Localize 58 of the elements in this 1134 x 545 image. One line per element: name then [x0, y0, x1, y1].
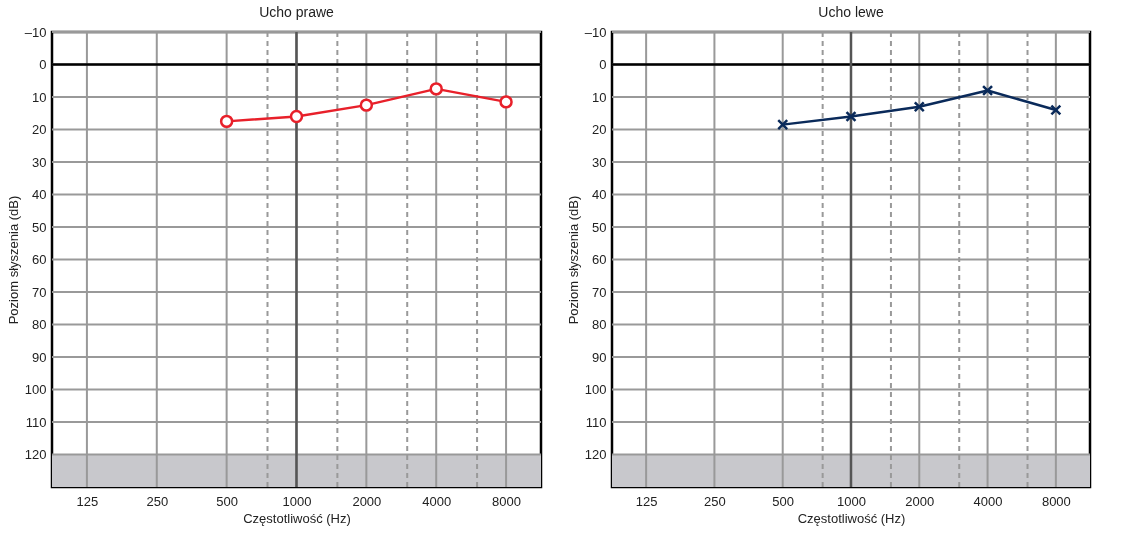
y-tick-label: 40 — [592, 187, 607, 202]
x-tick-label: 125 — [76, 493, 99, 509]
y-tick-label: 80 — [32, 317, 47, 332]
y-tick-label: 100 — [584, 382, 607, 397]
x-tick-label: 125 — [635, 493, 658, 509]
chart-title: Ucho lewe — [818, 4, 884, 20]
point — [913, 101, 925, 113]
y-tick-label: 30 — [32, 154, 47, 170]
y-tick-label: 110 — [585, 414, 607, 430]
x-tick-label: 2000 — [905, 493, 935, 509]
x-tick-label: 4000 — [422, 493, 452, 509]
y-tick-label: 90 — [32, 349, 47, 365]
y-axis-title: Poziom słyszenia (dB) — [5, 195, 21, 325]
x-axis-title: Częstotliwość (Hz) — [797, 510, 906, 526]
x-tick-label: 8000 — [1041, 493, 1071, 509]
point — [845, 110, 857, 123]
x-tick-label: 8000 — [492, 493, 522, 509]
point — [359, 98, 374, 112]
y-tick-label: –10 — [584, 24, 607, 40]
point — [1050, 104, 1062, 116]
x-axis-title: Częstotliwość (Hz) — [243, 510, 351, 526]
chart-title: Ucho prawe — [259, 4, 335, 20]
y-tick-label: –10 — [24, 24, 47, 40]
point — [499, 95, 513, 109]
y-tick-label: 20 — [32, 122, 47, 137]
x-tick-label: 1000 — [282, 493, 312, 509]
point — [981, 84, 994, 97]
y-tick-label: 120 — [24, 447, 47, 462]
point — [429, 82, 443, 96]
x-tick-label: 4000 — [973, 493, 1003, 509]
y-tick-label: 40 — [32, 187, 47, 202]
y-tick-label: 50 — [592, 219, 607, 235]
point — [289, 109, 304, 124]
point — [776, 118, 789, 131]
x-tick-label: 500 — [772, 493, 795, 509]
y-tick-label: 70 — [32, 284, 47, 300]
y-axis-title: Poziom słyszenia (dB) — [565, 195, 581, 325]
y-tick-label: 0 — [599, 57, 607, 72]
y-tick-label: 80 — [592, 317, 607, 332]
x-tick-label: 250 — [704, 493, 726, 509]
x-tick-label: 1000 — [837, 493, 866, 509]
y-tick-label: 100 — [24, 382, 47, 397]
y-tick-label: 20 — [592, 122, 607, 137]
y-tick-label: 10 — [592, 89, 607, 105]
y-tick-label: 0 — [39, 57, 47, 72]
y-tick-label: 30 — [592, 154, 607, 170]
y-tick-label: 90 — [592, 349, 607, 365]
y-tick-label: 70 — [592, 284, 607, 300]
point — [219, 114, 234, 129]
y-tick-label: 50 — [32, 219, 47, 235]
x-tick-label: 500 — [216, 493, 238, 509]
y-tick-label: 10 — [32, 89, 47, 105]
y-tick-label: 60 — [592, 252, 607, 267]
y-tick-label: 60 — [32, 252, 47, 267]
x-tick-label: 2000 — [352, 493, 382, 509]
y-tick-label: 120 — [584, 447, 607, 462]
y-tick-label: 110 — [25, 414, 47, 430]
x-tick-label: 250 — [146, 493, 169, 509]
